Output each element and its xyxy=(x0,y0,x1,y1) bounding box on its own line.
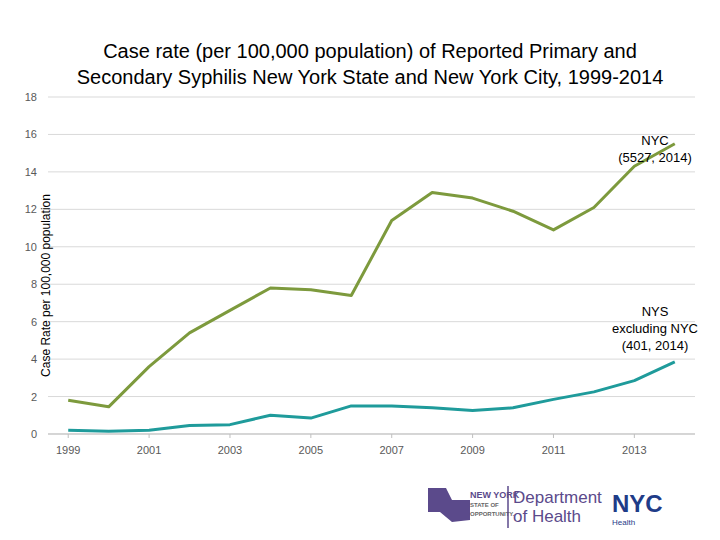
y-tick-label: 16 xyxy=(25,128,37,140)
annotation: (401, 2014) xyxy=(622,338,689,353)
grid-line xyxy=(48,396,695,397)
y-tick-label: 12 xyxy=(25,203,37,215)
grid-line xyxy=(48,171,695,172)
x-tick xyxy=(553,434,554,438)
x-tick-label: 2005 xyxy=(299,444,323,456)
series-group xyxy=(68,144,675,431)
logo-text: NYC xyxy=(612,490,663,517)
y-tick-label: 2 xyxy=(31,391,37,403)
annotation: NYC xyxy=(641,133,668,148)
y-tick-label: 18 xyxy=(25,91,37,103)
grid-line xyxy=(48,97,695,98)
y-tick-label: 10 xyxy=(25,241,37,253)
x-tick-label: 1999 xyxy=(56,444,80,456)
x-tick-label: 2001 xyxy=(137,444,161,456)
nys-shape xyxy=(428,488,470,522)
grid-line xyxy=(48,209,695,210)
x-tick-label: 2007 xyxy=(379,444,403,456)
x-tick xyxy=(229,434,230,438)
grid xyxy=(48,97,695,434)
x-tick xyxy=(472,434,473,438)
x-tick xyxy=(634,434,635,438)
annotation: excluding NYC xyxy=(612,321,698,336)
logo-text: of Health xyxy=(513,507,581,526)
grid-line xyxy=(48,246,695,247)
y-tick-label: 6 xyxy=(31,316,37,328)
title: Secondary Syphilis New York State and Ne… xyxy=(77,66,664,88)
grid-line xyxy=(48,359,695,360)
logo-text: Department xyxy=(513,488,602,507)
x-tick xyxy=(310,434,311,438)
y-tick-label: 0 xyxy=(31,428,37,440)
y-tick-label: 14 xyxy=(25,166,37,178)
title: Case rate (per 100,000 population) of Re… xyxy=(103,40,637,62)
x-tick xyxy=(68,434,69,438)
y-axis-label: Case Rate per 100,000 population xyxy=(39,194,53,377)
chart: Case rate (per 100,000 population) of Re… xyxy=(0,0,720,540)
annotation: NYS xyxy=(642,304,669,319)
grid-line xyxy=(48,134,695,135)
x-tick-label: 2013 xyxy=(622,444,646,456)
grid-line xyxy=(48,434,695,435)
logos: NEW YORKSTATE OFOPPORTUNITY.Departmentof… xyxy=(428,486,663,528)
logo-text: Health xyxy=(612,518,635,527)
series-line xyxy=(68,362,675,431)
logo-text: STATE OF xyxy=(470,502,499,508)
annotation: (5527, 2014) xyxy=(618,150,692,165)
x-tick xyxy=(149,434,150,438)
grid-line xyxy=(48,284,695,285)
x-axis xyxy=(48,434,695,435)
y-tick-label: 4 xyxy=(31,353,37,365)
x-tick-label: 2003 xyxy=(218,444,242,456)
x-tick-label: 2009 xyxy=(460,444,484,456)
logo-divider xyxy=(507,486,509,528)
y-tick-label: 8 xyxy=(31,278,37,290)
x-tick xyxy=(391,434,392,438)
series-line xyxy=(68,144,675,407)
x-tick-label: 2011 xyxy=(542,444,566,456)
grid-line xyxy=(48,321,695,322)
